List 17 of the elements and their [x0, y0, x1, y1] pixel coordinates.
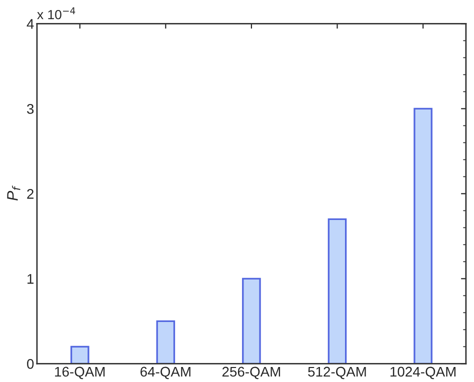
bar — [328, 218, 347, 364]
x-tick-label: 256-QAM — [222, 366, 280, 380]
y-tick-label: 0 — [27, 359, 34, 369]
bar — [242, 278, 261, 364]
x-tick-label: 512-QAM — [308, 366, 366, 380]
x-tick-label: 16-QAM — [55, 366, 105, 380]
y-tick-label: 4 — [26, 19, 34, 29]
y-axis-title: P$_{f}$ — [7, 186, 20, 201]
x-tick-label: 64-QAM — [140, 366, 190, 380]
y-tick-label: 1 — [28, 274, 34, 284]
y-tick-label: 2 — [27, 189, 34, 199]
bar — [414, 108, 432, 364]
bar — [70, 346, 90, 364]
text: x 10$^{−4}$ — [37, 7, 76, 20]
x-tick-label: 1024-QAM — [390, 366, 456, 380]
bar — [156, 320, 176, 364]
y-tick-label: 3 — [27, 104, 34, 114]
